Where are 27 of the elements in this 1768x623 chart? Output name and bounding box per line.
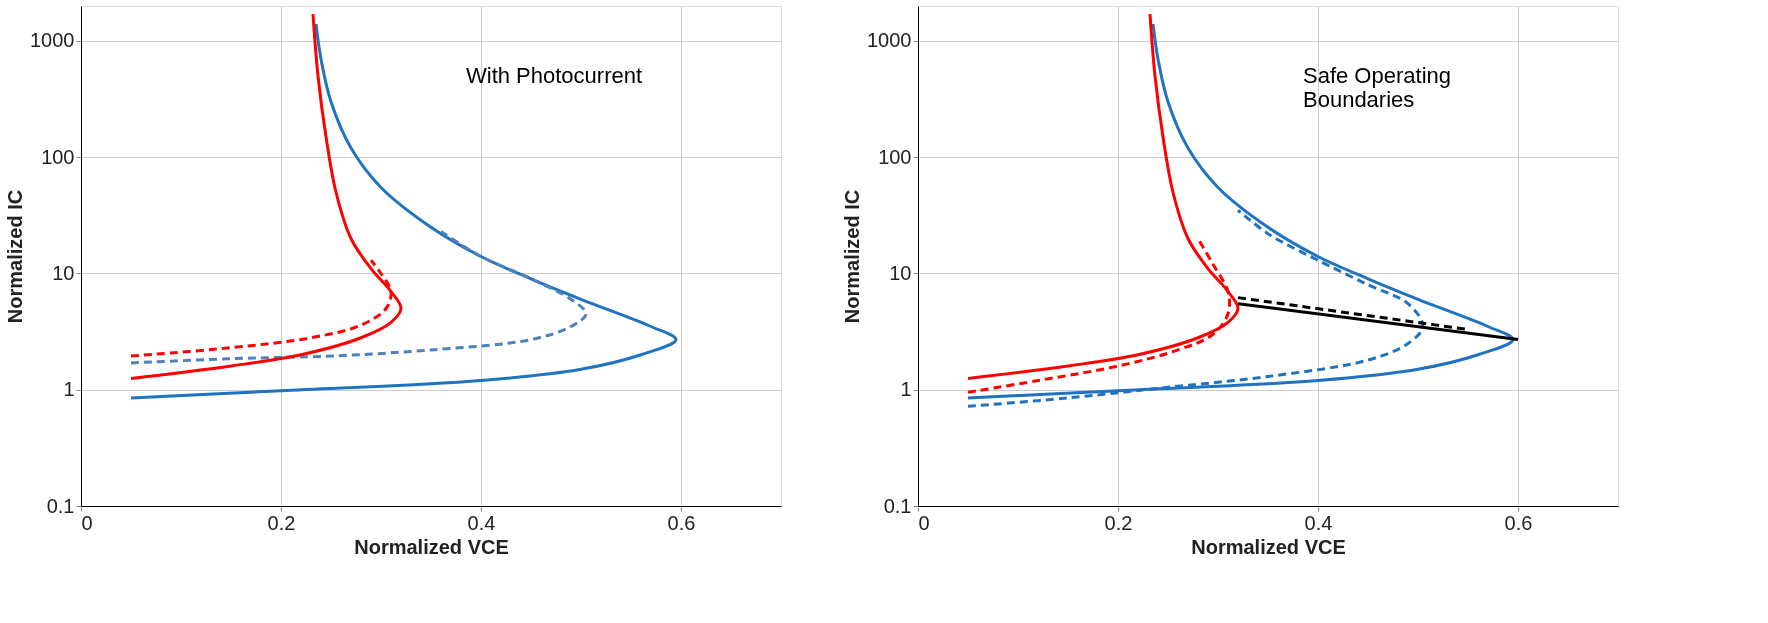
y-tick-label: 100 bbox=[41, 145, 75, 168]
line-series bbox=[129, 12, 403, 380]
y-tick-label: 1 bbox=[900, 378, 912, 401]
y-tick-label: 0.1 bbox=[46, 494, 75, 517]
x-tick-label: 0.4 bbox=[1304, 511, 1333, 534]
y-tick-label: 1 bbox=[63, 378, 75, 401]
x-tick-label: 0.6 bbox=[667, 511, 696, 534]
y-axis-title: Normalized IC bbox=[4, 189, 27, 324]
x-tick-label: 0.2 bbox=[1104, 511, 1133, 534]
y-tick-label: 100 bbox=[878, 145, 912, 168]
x-axis-title: Normalized VCE bbox=[354, 535, 509, 558]
y-tick-label: 0.1 bbox=[883, 494, 912, 517]
line-series bbox=[129, 22, 678, 400]
x-tick-label: 0.6 bbox=[1504, 511, 1533, 534]
annotation: Safe Operating Boundaries bbox=[1303, 63, 1451, 112]
y-tick-label: 1000 bbox=[867, 29, 912, 52]
x-tick-label: 0.2 bbox=[267, 511, 296, 534]
y-tick-label: 10 bbox=[52, 262, 75, 284]
x-tick-label: 0 bbox=[918, 511, 930, 534]
annotation: With Photocurrent bbox=[466, 63, 643, 88]
y-axis-title: Normalized IC bbox=[841, 189, 864, 324]
line-series bbox=[129, 229, 588, 365]
x-tick-label: 0 bbox=[81, 511, 93, 534]
y-tick-label: 1000 bbox=[30, 29, 75, 52]
x-axis-title: Normalized VCE bbox=[1191, 535, 1346, 558]
x-tick-label: 0.4 bbox=[467, 511, 496, 534]
y-tick-label: 10 bbox=[889, 262, 912, 284]
